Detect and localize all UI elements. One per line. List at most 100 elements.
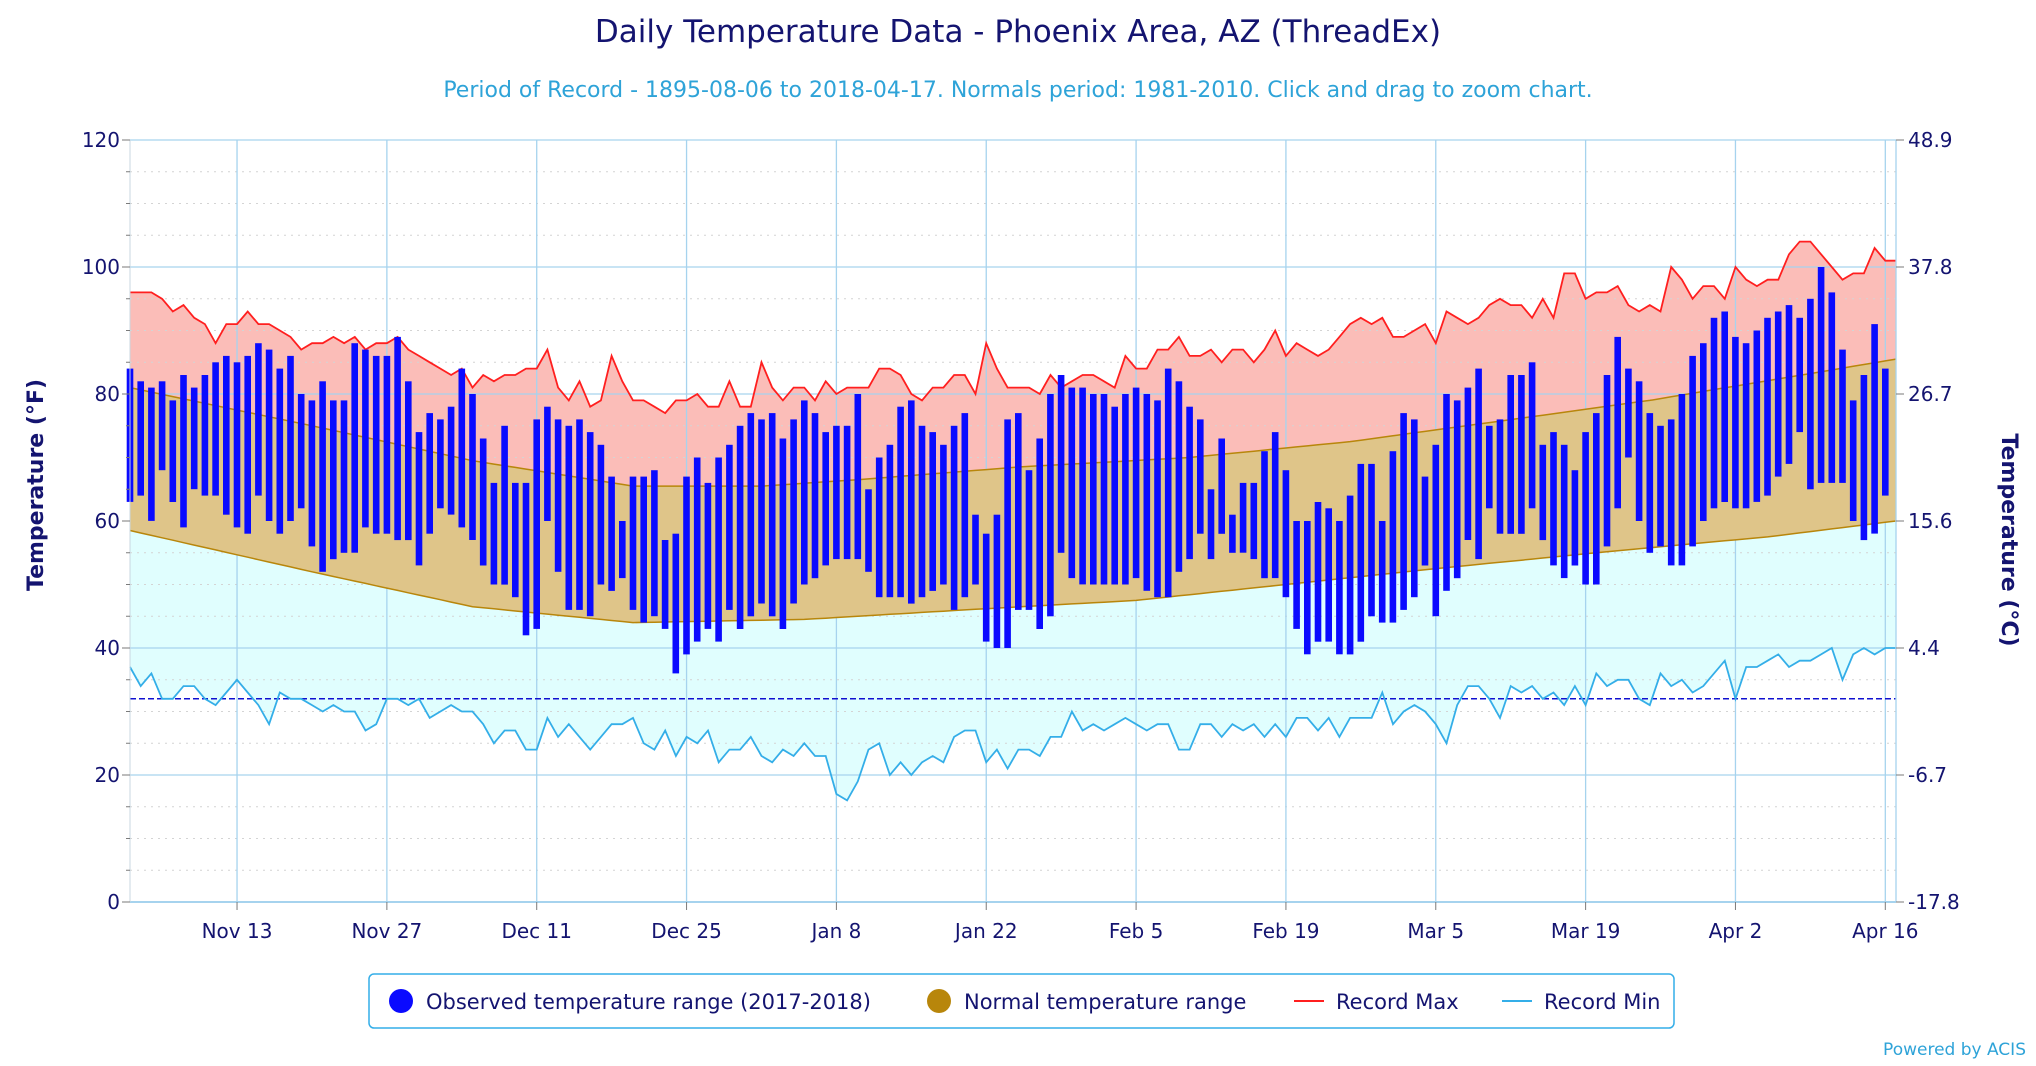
observed-bar <box>522 482 530 636</box>
observed-bar <box>1378 521 1386 623</box>
x-tick-label: Mar 5 <box>1407 919 1464 943</box>
observed-bar <box>1293 521 1300 629</box>
observed-bar <box>811 413 819 579</box>
observed-bar <box>512 482 519 598</box>
observed-bar <box>993 514 1001 648</box>
observed-bar <box>1197 419 1204 534</box>
observed-bar <box>1507 375 1514 534</box>
legend-label-record-min: Record Min <box>1544 990 1661 1014</box>
legend-box <box>368 973 1675 1029</box>
observed-bar <box>1828 292 1836 483</box>
y-axis-title-right: Temperature (°C) <box>1996 433 2021 646</box>
observed-bar <box>351 343 358 553</box>
axes: 0 20 40 60 80 100 120 -17.8 -6.7 4.4 15.6 26.7 37.8 4… <box>82 128 1960 943</box>
observed-bar <box>1229 514 1236 553</box>
observed-bar <box>1304 521 1311 655</box>
observed-bar <box>1753 330 1761 502</box>
observed-bar <box>1635 381 1643 521</box>
observed-bar <box>1090 394 1097 585</box>
observed-bar <box>212 362 219 496</box>
observed-bar <box>1667 419 1675 566</box>
observed-bar <box>1453 400 1461 579</box>
observed-bar <box>940 444 947 585</box>
observed-bar <box>950 425 958 610</box>
observed-bar <box>608 476 615 591</box>
observed-bar <box>865 489 872 572</box>
observed-bar <box>619 521 626 579</box>
powered-by-acis[interactable]: Powered by ACIS <box>1883 1040 2026 1060</box>
y-tick-label-c: -17.8 <box>1908 890 1960 914</box>
observed-bar <box>1122 394 1129 585</box>
observed-bar <box>437 419 444 509</box>
observed-bar <box>479 438 487 566</box>
y-tick-label-f: 20 <box>95 763 120 787</box>
observed-bar <box>287 355 294 521</box>
record-min-line <box>129 646 1896 802</box>
observed-bar <box>533 419 540 629</box>
observed-bar <box>383 355 391 534</box>
observed-bar <box>1282 470 1290 598</box>
observed-bar <box>1785 305 1793 464</box>
legend-item-observed[interactable]: Observed temperature range (2017-2018) <box>389 989 871 1014</box>
y-tick-label-f: 40 <box>95 636 120 660</box>
plot-area[interactable]: 0 20 40 60 80 100 120 -17.8 -6.7 4.4 15.6 26.7 37.8 4… <box>82 128 1960 943</box>
observed-bar <box>1047 394 1054 617</box>
observed-bar <box>683 476 690 655</box>
observed-bar <box>1849 400 1857 521</box>
observed-bar <box>1100 394 1108 585</box>
legend-marker-observed <box>389 989 413 1013</box>
observed-bar <box>1593 413 1600 585</box>
observed-bar <box>1678 394 1686 566</box>
observed-bar <box>1443 394 1450 591</box>
observed-bar <box>1807 298 1814 490</box>
legend-item-record-max[interactable]: Record Max <box>1294 990 1459 1014</box>
observed-bar <box>415 432 423 566</box>
legend-item-record-min[interactable]: Record Min <box>1502 990 1661 1014</box>
observed-bar <box>961 413 969 598</box>
record-min-band <box>130 521 1896 801</box>
observed-bar <box>801 400 808 585</box>
observed-bar <box>1603 375 1611 547</box>
y-tick-label-c: 37.8 <box>1908 255 1953 279</box>
observed-bar <box>897 406 904 598</box>
x-tick-label: Nov 27 <box>351 919 422 943</box>
observed-bar <box>1550 432 1557 566</box>
x-tick-label: Nov 13 <box>202 919 273 943</box>
observed-bar <box>726 444 733 610</box>
observed-bar <box>779 438 787 629</box>
observed-bar <box>1496 419 1504 534</box>
legend-item-normal[interactable]: Normal temperature range <box>927 989 1246 1014</box>
observed-bar <box>405 381 412 541</box>
observed-bar <box>276 368 284 534</box>
observed-bar <box>1817 267 1825 483</box>
observed-bar <box>1325 508 1332 642</box>
observed-bar <box>672 533 680 674</box>
observed-bar <box>908 400 915 604</box>
y-tick-label-c: 4.4 <box>1908 636 1940 660</box>
x-tick-label: Feb 19 <box>1252 919 1319 943</box>
observed-bars <box>126 267 1889 674</box>
observed-bar <box>244 355 251 534</box>
observed-bar <box>1079 387 1086 585</box>
observed-bar <box>308 400 316 547</box>
observed-bar <box>1057 375 1065 553</box>
observed-bar <box>330 400 337 560</box>
normal-low-line <box>129 520 1897 624</box>
observed-bar <box>651 470 658 617</box>
observed-bar <box>1464 387 1472 540</box>
x-tick-label: Jan 22 <box>953 919 1018 943</box>
chart-title: Daily Temperature Data - Phoenix Area, A… <box>595 14 1441 50</box>
observed-bar <box>1186 406 1193 560</box>
observed-bar <box>180 375 187 528</box>
observed-bar <box>1614 336 1621 509</box>
observed-bar <box>1271 432 1279 579</box>
observed-bar <box>158 381 166 471</box>
observed-bar <box>822 432 829 566</box>
observed-bar <box>854 394 862 560</box>
observed-bar <box>319 381 326 572</box>
chart-subtitle: Period of Record - 1895-08-06 to 2018-04… <box>443 78 1592 103</box>
observed-bar <box>982 533 990 642</box>
observed-bar <box>972 514 979 585</box>
observed-bar <box>1860 375 1868 541</box>
